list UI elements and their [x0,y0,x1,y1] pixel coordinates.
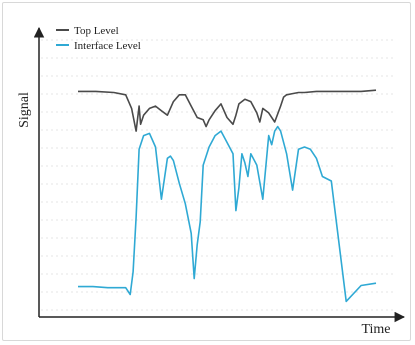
legend-label-interface-level: Interface Level [74,40,141,52]
gridlines [41,39,396,311]
series-lines [78,89,377,303]
series-line-top-level [78,89,377,132]
y-axis-label: Signal [17,92,32,128]
legend-label-top-level: Top Level [74,25,119,37]
x-axis-label: Time [361,322,390,337]
series-line-interface-level [78,125,377,303]
legend: Top Level Interface Level [56,25,141,52]
chart-border [2,2,411,341]
